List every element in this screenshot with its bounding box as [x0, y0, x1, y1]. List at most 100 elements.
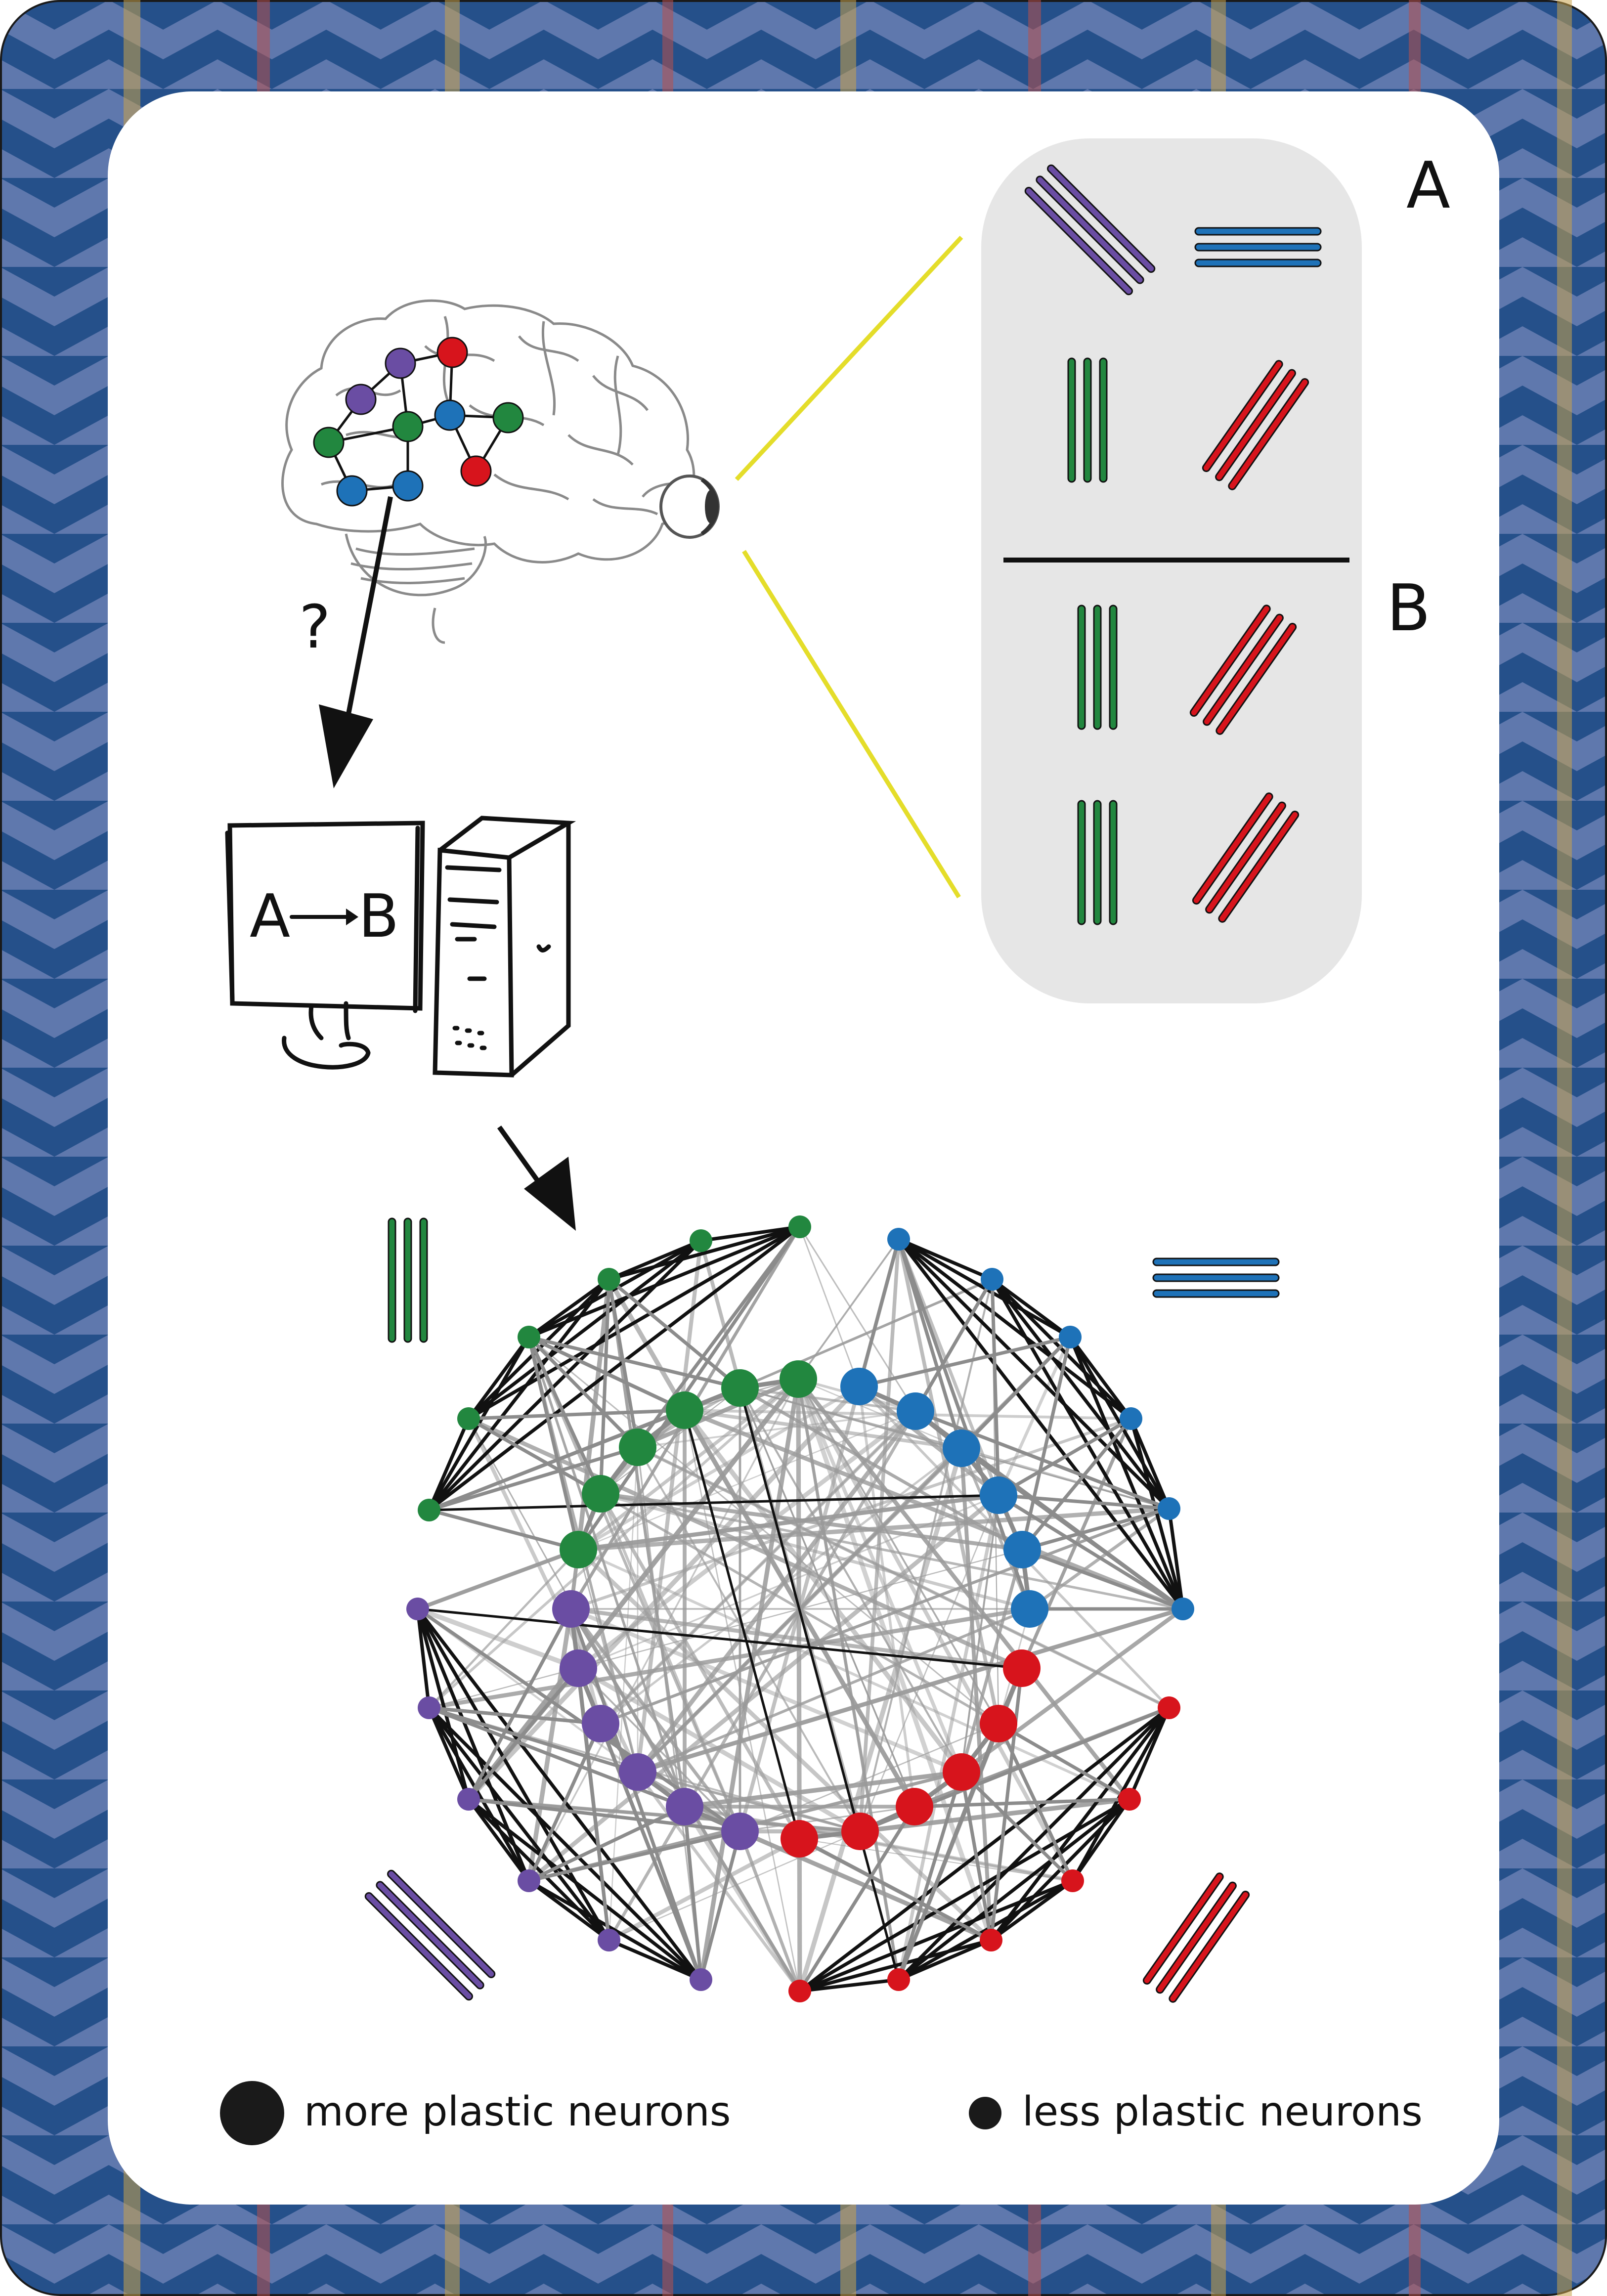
network-edge: [796, 1379, 802, 1992]
network-node-plastic: [943, 1430, 980, 1467]
network-node-plastic: [780, 1360, 817, 1398]
network-edge: [798, 1806, 916, 1992]
network-edge: [417, 1606, 579, 1671]
network-node: [1158, 1497, 1180, 1520]
network-edge: [990, 1279, 1000, 1496]
network-node-plastic: [666, 1788, 703, 1825]
network-edge: [1021, 1548, 1184, 1611]
network-edge: [637, 1606, 1184, 1775]
grating-icon: [1142, 1872, 1250, 2003]
network-edge: [897, 1238, 1184, 1610]
network-node: [788, 1215, 811, 1238]
network-nodes: [406, 1215, 1194, 2002]
network-edge: [428, 1706, 702, 1981]
network-edge: [991, 1278, 1072, 1339]
network-node: [598, 1929, 620, 1951]
network-edge: [427, 1707, 471, 1800]
grating-icon: [364, 1869, 496, 2001]
network-edge: [467, 1798, 610, 1942]
network-edge: [578, 1494, 999, 1669]
network-edge: [738, 1387, 900, 1980]
network-edge: [898, 1938, 992, 1982]
network-edge: [637, 1607, 1031, 1774]
grating-icon: [1024, 164, 1156, 296]
network-edge: [416, 1608, 431, 1708]
network-edge: [798, 1378, 962, 1449]
network-node: [690, 1968, 712, 1991]
network-node-plastic: [980, 1476, 1017, 1514]
network-edge: [429, 1508, 579, 1552]
network-edge: [738, 1830, 802, 1992]
network-edge: [607, 1279, 640, 1448]
network-node: [457, 1407, 480, 1430]
network-edge: [528, 1335, 686, 1412]
network-edge: [428, 1378, 799, 1709]
network-edge: [528, 1335, 740, 1390]
network-edge: [608, 1278, 741, 1389]
legend: more plastic neurons less plastic neuron…: [220, 2081, 1423, 2145]
network-edge: [608, 1239, 702, 1281]
network-edge: [527, 1337, 580, 1550]
network-edge: [857, 1239, 901, 1387]
network-edge: [897, 1723, 1000, 1981]
network-edge: [960, 1447, 1184, 1610]
network-edge: [416, 1607, 702, 1981]
grating-icon: [1077, 605, 1118, 730]
network-edge: [637, 1410, 916, 1448]
network-edge: [683, 1806, 703, 1980]
network-edge: [990, 1879, 1074, 1942]
network-node-plastic: [841, 1813, 879, 1850]
network-edge: [599, 1493, 801, 1840]
network-edge: [796, 1378, 963, 1773]
network-edge: [428, 1225, 801, 1512]
network-edge: [798, 1706, 1171, 1993]
network-edge: [527, 1336, 741, 1832]
network-edge: [467, 1798, 702, 1981]
network-node-plastic: [1003, 1649, 1041, 1687]
network-edge: [684, 1410, 801, 1992]
network-node: [1172, 1598, 1194, 1620]
network-node-plastic: [980, 1705, 1017, 1742]
network-edge: [467, 1336, 530, 1420]
network-edge: [636, 1240, 703, 1773]
network-edge: [637, 1447, 702, 1980]
network-node: [1059, 1326, 1082, 1348]
network-edge: [428, 1706, 639, 1774]
network-edge: [428, 1706, 610, 1942]
network-edge: [684, 1408, 962, 1450]
network-node: [1120, 1407, 1142, 1430]
network-edge: [699, 1831, 742, 1980]
connector-lines: [735, 235, 963, 899]
network-edge: [1022, 1507, 1170, 1552]
network-edge: [1167, 1508, 1185, 1609]
network-edge: [528, 1829, 740, 1883]
network-node-plastic: [840, 1368, 878, 1405]
set-a-label: A: [1406, 148, 1450, 223]
network-edge: [528, 1879, 702, 1982]
network-edge: [989, 1668, 1024, 1941]
grating-icon: [1189, 605, 1297, 735]
network-edge: [959, 1772, 993, 1941]
computer-tower-icon: [433, 816, 576, 1078]
network-node: [887, 1968, 910, 1991]
legend-small-label: less plastic neurons: [1022, 2088, 1423, 2135]
network-edge: [468, 1797, 740, 1833]
network-edge: [913, 1278, 994, 1412]
network-node: [1061, 1869, 1084, 1892]
network-edge: [898, 1237, 993, 1281]
network-edge: [527, 1879, 610, 1942]
network-edge: [796, 1378, 994, 1941]
network-edge: [739, 1386, 1023, 1551]
network-edge: [467, 1239, 702, 1420]
network-edge: [797, 1447, 964, 1992]
network-edge: [528, 1225, 801, 1339]
network-edge: [599, 1723, 703, 1981]
screen-text-to: B: [358, 882, 399, 951]
network-node: [980, 1929, 1002, 1951]
network-edge: [428, 1445, 639, 1512]
network-edge: [576, 1668, 611, 1941]
network-edge: [799, 1226, 860, 1387]
network-edge: [608, 1225, 800, 1281]
network-edge: [1068, 1336, 1171, 1510]
